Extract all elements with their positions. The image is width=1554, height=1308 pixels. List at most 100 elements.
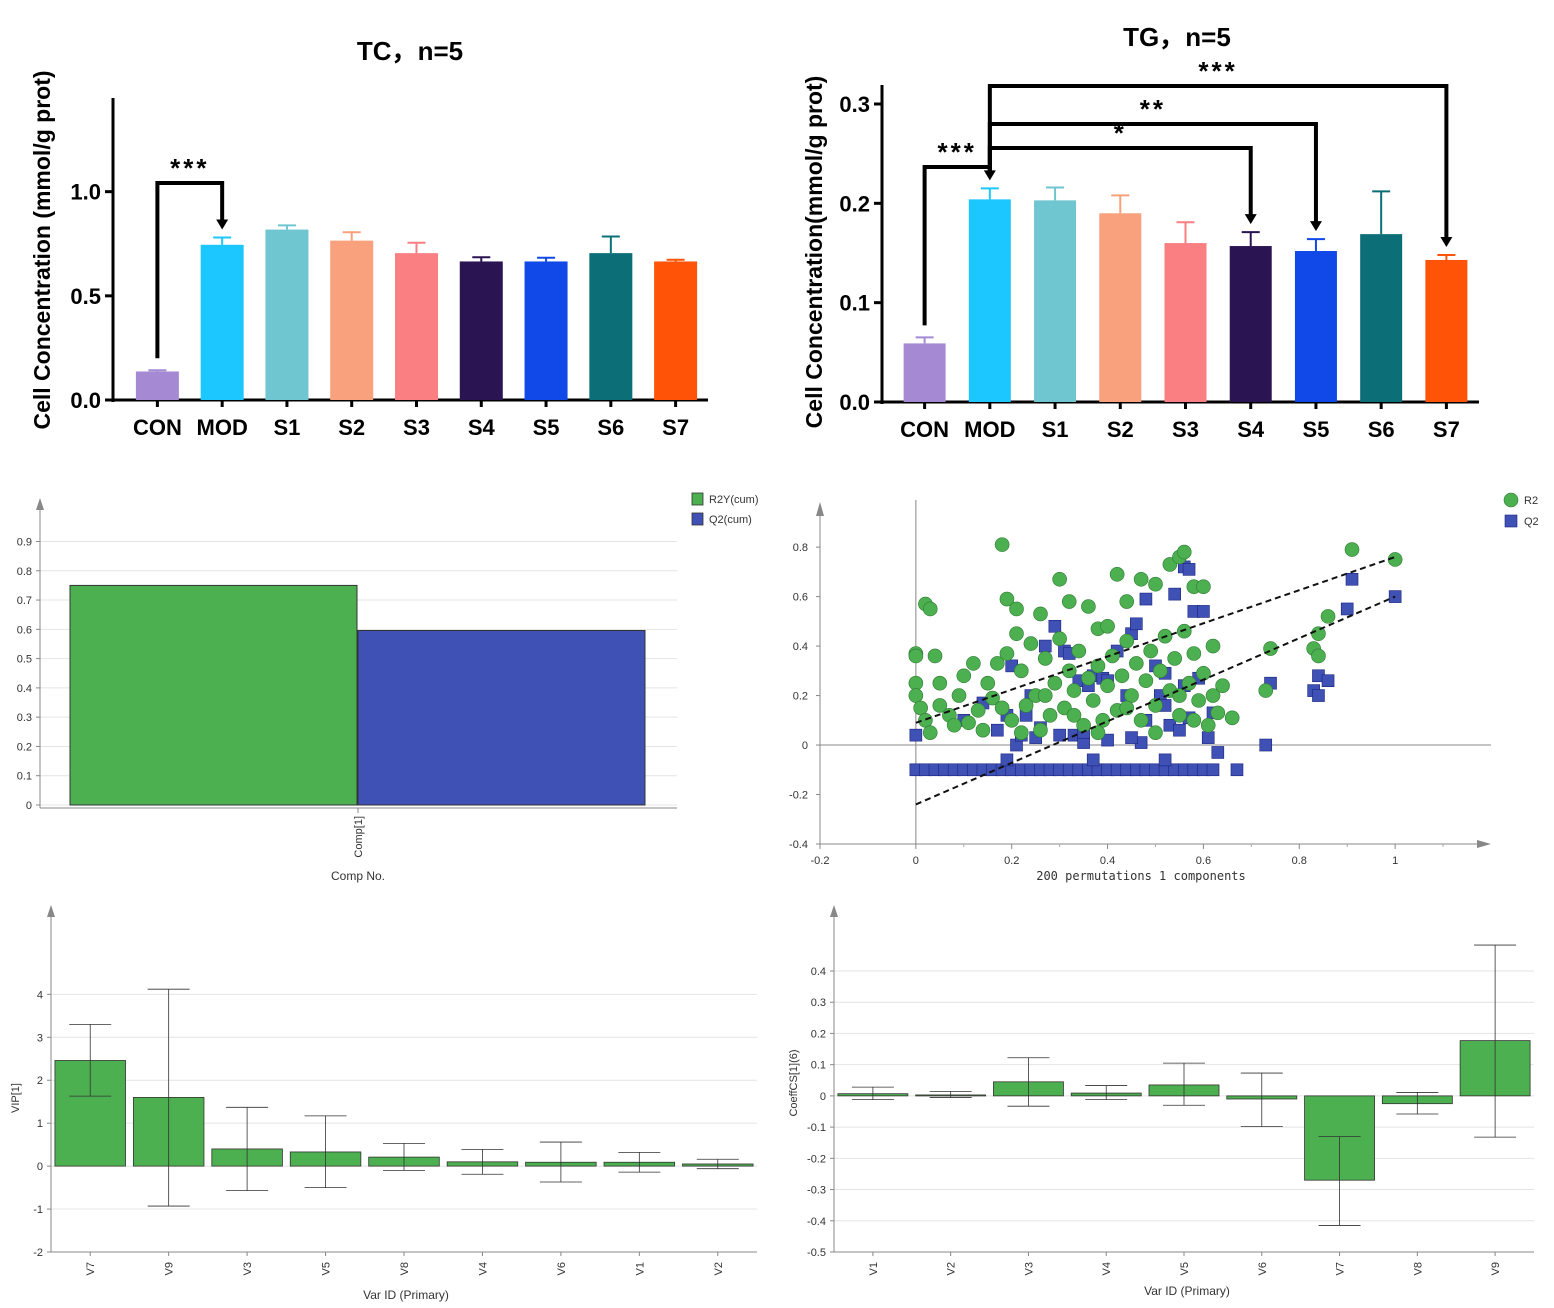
bar-mod [200,244,244,400]
r2-point [1037,651,1053,666]
r2-point [970,703,986,718]
r2-point [1095,712,1111,728]
bar-q2-cum- [357,630,646,806]
r2-point [1047,675,1063,691]
x-tick-label: V6 [1257,1262,1269,1275]
significance-label: *** [1198,56,1237,86]
vip-x-axis-label: Var ID (Primary) [363,1288,449,1302]
bar-s7 [1425,259,1468,402]
x-tick-label: V8 [1412,1262,1424,1275]
vip-y-axis-label: VIP[1] [10,1083,22,1113]
x-tick-label: MOD [197,415,248,440]
r2-point [1148,725,1163,740]
y-tick-label: 0.1 [811,1060,826,1072]
r2-point [994,700,1010,716]
r2-point [1100,618,1115,634]
x-tick-label: S5 [1302,417,1329,442]
r2-point [1143,643,1159,659]
bar-s4 [459,261,503,400]
q2-point [1086,753,1100,767]
q2-point [1053,728,1066,742]
y-tick-label: 0.3 [839,92,870,117]
q2-point [1206,763,1220,777]
y-tick-label: 0.6 [793,592,808,604]
q2-point [1182,563,1196,576]
significance-arrowhead [1244,214,1257,225]
y-tick-label: -0.5 [807,1247,826,1259]
r2-point [1224,710,1240,726]
y-axis-arrow [830,905,838,917]
x-tick-label: S1 [273,415,300,440]
y-tick-label: -0.4 [807,1216,826,1228]
y-tick-label: 2 [37,1075,43,1087]
r2q2-chart: Comp No. 0 0.1 0.2 0.3 0.4 0.5 0.6 0.7 0.8 0.9 Com… [17,492,759,883]
x-tick-label: 0.6 [1196,855,1211,867]
bar-s5 [524,261,568,400]
r2-point [1066,683,1082,698]
legend-label: R2Y(cum) [709,494,759,506]
legend-label: R2 [1524,495,1538,507]
r2-point [1109,567,1125,582]
bar-s3 [395,253,438,400]
y-tick-label: 0.3 [811,997,826,1009]
q2-point [1048,619,1062,633]
significance-label: * [1114,118,1127,148]
r2-point [999,646,1015,661]
r2-point [1071,643,1087,659]
r2-point [1052,571,1067,587]
r2-point [1148,576,1163,592]
x-tick-label: CON [900,417,949,442]
q2-point [1259,738,1273,752]
r2-point [1133,712,1149,728]
r2-point [1033,606,1048,622]
x-tick-label: 1 [1392,855,1398,867]
tc-title: TC，n=5 [357,36,463,66]
x-tick-label: S6 [597,415,624,440]
significance-arrowhead [216,219,229,230]
x-tick-label: CON [133,415,182,440]
r2-point [1196,665,1211,681]
tg-title: TG，n=5 [1123,22,1231,52]
significance-arrowhead [1440,236,1453,247]
y-tick-label: 0 [37,1161,43,1173]
r2-point [1148,698,1163,713]
bar-s2 [330,240,374,400]
y-tick-label: 0.2 [811,1028,826,1040]
y-tick-label: -0.1 [807,1122,826,1134]
x-tick-label: V4 [1101,1262,1113,1275]
r2-point [1124,688,1139,703]
y-tick-label: 0.0 [839,390,870,415]
r2q2-x-axis-label: Comp No. [331,869,385,883]
r2-point [1061,594,1077,609]
significance-arrowhead [1309,221,1322,232]
y-tick-label: 0.4 [793,641,808,653]
r2-point [1004,712,1020,728]
bar-mod [968,199,1011,402]
permutation-x-axis-label: 200 permutations 1 components [1036,869,1246,883]
r2-point [980,675,996,691]
bar-s5 [1294,251,1337,402]
y-tick-label: 0.2 [793,691,808,703]
q2-point [1168,587,1181,601]
r2-point [1037,688,1053,703]
q2-point [1340,602,1354,616]
r2-point [1133,571,1149,587]
r2-point [1119,633,1135,649]
bar-s6 [589,253,633,400]
r2-point [1152,663,1168,679]
r2-point [1311,648,1326,664]
x-tick-label: S1 [1042,417,1069,442]
r2-point [913,700,928,716]
tc-y-axis-label: Cell Concentration (mmol/g prot) [29,70,55,429]
x-tick-label: 0 [913,855,919,867]
r2-point [1210,705,1226,721]
plot-area [51,919,757,1252]
y-tick-label: 0.8 [793,542,808,554]
x-tick-label: V9 [1490,1262,1502,1275]
r2-point [1200,717,1216,733]
y-tick-label: 0.4 [17,683,32,695]
r2-point [999,591,1015,607]
legend-marker-q2 [1504,514,1518,528]
tg-y-axis-label: Cell Concentration(mmol/g prot) [801,76,827,429]
y-tick-label: 0.3 [17,712,32,724]
